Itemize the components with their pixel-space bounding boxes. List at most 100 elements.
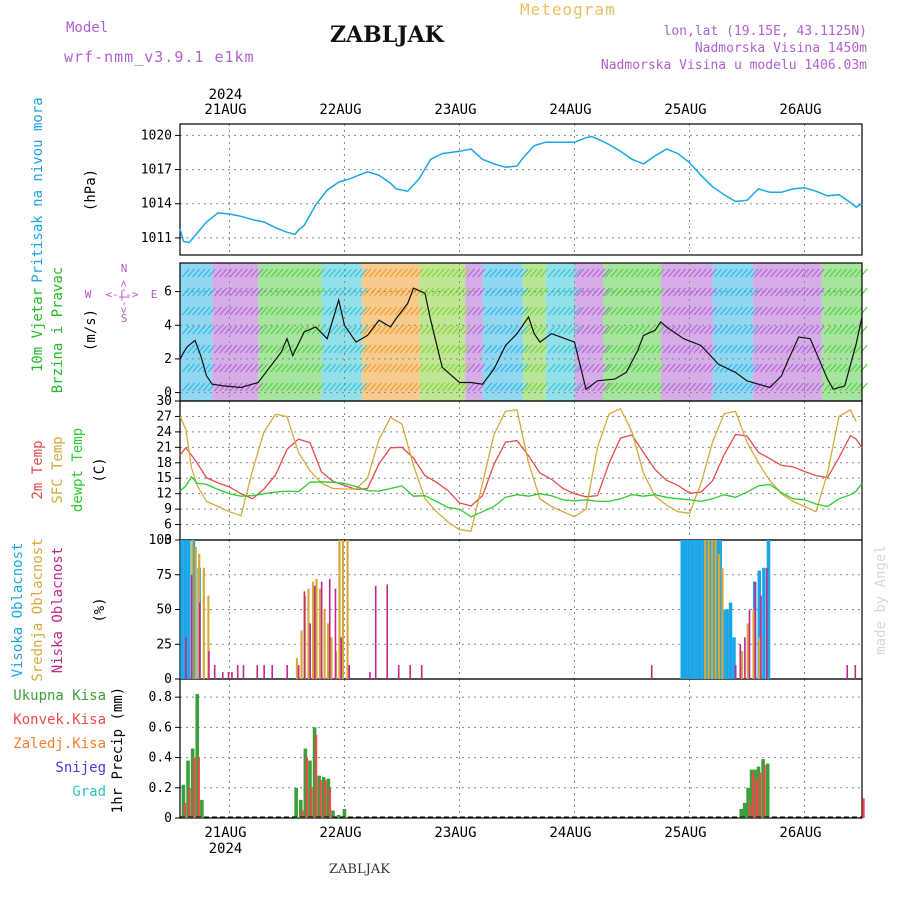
wind-barb (359, 306, 368, 316)
y-tick-label: 30 (156, 394, 172, 409)
wind-barb (678, 363, 687, 373)
wind-barb (735, 363, 743, 373)
wind-barb (823, 287, 832, 297)
cloud-bar (286, 665, 288, 679)
cloud-bar (752, 609, 755, 679)
cloud-bar (739, 644, 742, 679)
wind-barb (775, 306, 784, 316)
wind-barb (833, 268, 842, 278)
wind-barb (214, 382, 222, 392)
wind-barb (477, 306, 486, 316)
wind-barb (280, 325, 289, 335)
wind-barb (515, 363, 524, 373)
wind-barb (510, 382, 519, 392)
wind-barb (563, 382, 572, 392)
cloud-bar (717, 553, 721, 679)
wind-barb (280, 363, 289, 373)
wind-barb (759, 344, 768, 354)
cloud-bar (683, 540, 688, 679)
wind-barb (839, 306, 848, 316)
wind-barb (646, 344, 655, 354)
pressure-unit-label: (hPa) (83, 169, 99, 211)
watermark: made by Angel (873, 545, 889, 655)
wind-barb (415, 287, 424, 297)
wind-barb (656, 325, 665, 335)
precip-legend-item: Zaledj.Kisa (13, 736, 106, 752)
cloud-bar (297, 665, 300, 679)
wind-barb (610, 325, 619, 335)
wind-barb (467, 306, 476, 316)
wind-barb (467, 344, 476, 354)
wind-barb (651, 268, 660, 278)
wind-barb (255, 344, 264, 354)
wind-barb (404, 382, 413, 392)
cloud-bar (758, 637, 761, 679)
year-label-bottom: 2024 (209, 841, 243, 857)
wind-barb (688, 287, 697, 297)
wind-barb (373, 287, 382, 297)
wind-barb (399, 344, 408, 354)
wind-barb (239, 306, 248, 316)
wind-barb (605, 287, 614, 297)
wind-barb (338, 306, 347, 316)
wind-barb (467, 287, 476, 297)
wind-barb (349, 268, 358, 278)
cloud-bar (854, 665, 857, 679)
wind-barb (415, 363, 424, 373)
cloud-bar (198, 602, 201, 679)
wind-barb (520, 382, 529, 392)
wind-barb (672, 268, 681, 278)
wind-barb (431, 287, 440, 297)
wind-barb (394, 306, 403, 316)
cloud-bar (346, 540, 349, 679)
wind-barb (625, 325, 634, 335)
wind-barb (265, 287, 274, 297)
precip-bar (303, 748, 308, 818)
wind-barb (489, 325, 498, 335)
wind-barb (615, 382, 624, 392)
wind-barb (462, 363, 471, 373)
cloud-bar (231, 672, 233, 679)
precip-bar (200, 799, 204, 818)
precip-axis-title: 1hr Precip (mm) (110, 687, 126, 813)
wind-barb (202, 268, 211, 278)
wind-barb (591, 325, 600, 335)
wind-barb (729, 382, 738, 392)
wind-barb (234, 287, 243, 297)
wind-barb (520, 344, 529, 354)
wind-barb (678, 344, 687, 354)
y-tick-label: 0.4 (149, 751, 173, 766)
wind-barb (839, 268, 848, 278)
cloud-bar (740, 651, 744, 679)
wind-barb (714, 382, 723, 392)
wind-barb (186, 382, 195, 392)
wind-barb (801, 268, 810, 278)
wind-barb (250, 268, 259, 278)
wind-barb (510, 268, 519, 278)
wind-barb (568, 287, 577, 297)
wind-barb (586, 344, 595, 354)
wind-barb (524, 382, 533, 392)
panel-frame (179, 678, 863, 819)
wind-barb (719, 306, 728, 316)
wind-barb (301, 325, 310, 335)
temp-unit-label: (C) (92, 457, 108, 482)
cloud-bar (221, 672, 224, 679)
wind-barb (224, 382, 233, 392)
wind-barb (615, 344, 624, 354)
precip-bar (765, 763, 770, 818)
wind-barb (714, 306, 723, 316)
wind-barb (421, 344, 430, 354)
cloud-bar (680, 540, 684, 679)
wind-barb (602, 325, 611, 335)
cloud-bar (721, 567, 724, 679)
wind-barb (202, 344, 211, 354)
wind-barb (630, 382, 639, 392)
wind-barb (641, 382, 650, 392)
wind-barb (698, 344, 707, 354)
wind-barb (745, 287, 754, 297)
wind-barb (301, 268, 310, 278)
wind-barb (754, 363, 763, 373)
wind-barb (359, 344, 368, 354)
wind-barb (591, 344, 600, 354)
